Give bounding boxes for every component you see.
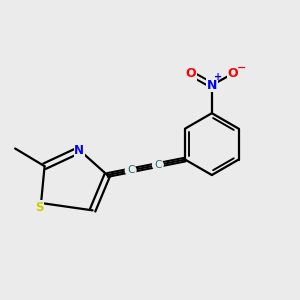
Text: −: − (237, 63, 247, 73)
Text: O: O (228, 67, 238, 80)
Circle shape (125, 165, 136, 176)
Text: +: + (214, 72, 222, 82)
Text: S: S (35, 201, 44, 214)
Text: N: N (74, 143, 84, 157)
Text: O: O (185, 67, 196, 80)
Circle shape (152, 160, 163, 170)
Text: C: C (127, 165, 134, 176)
Text: N: N (207, 79, 217, 92)
Text: C: C (154, 160, 161, 170)
